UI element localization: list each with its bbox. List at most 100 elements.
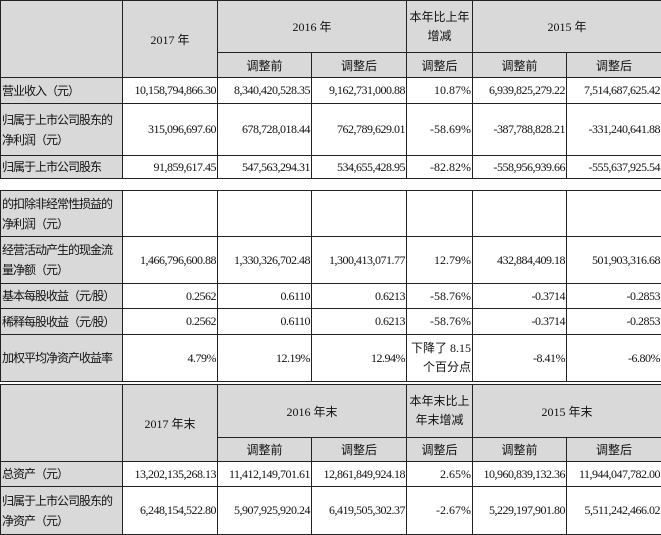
header-2016-before: 调整前 bbox=[218, 438, 312, 462]
row-label: 归属于上市公司股东的净资产（元） bbox=[1, 487, 123, 535]
header-change-end: 本年末比上年末增减 bbox=[407, 385, 473, 438]
value-cell bbox=[567, 191, 661, 237]
value-cell: 12.19% bbox=[218, 335, 312, 382]
value-cell: -2.67% bbox=[407, 487, 473, 535]
value-cell: 432,884,409.18 bbox=[473, 237, 567, 284]
value-cell: 1,300,413,071.77 bbox=[312, 237, 407, 284]
value-cell: 7,514,687,625.42 bbox=[567, 78, 661, 104]
header-2016: 2016 年 bbox=[218, 1, 407, 53]
header-2015: 2015 年 bbox=[473, 1, 661, 53]
value-cell: 12,861,849,924.18 bbox=[312, 462, 407, 487]
header-2017-end: 2017 年末 bbox=[123, 385, 218, 462]
value-cell: 13,202,135,268.13 bbox=[123, 462, 218, 487]
header-change: 本年比上年增减 bbox=[407, 1, 473, 53]
value-cell: 534,655,428.95 bbox=[312, 156, 407, 179]
value-cell: 678,728,018.44 bbox=[218, 104, 312, 156]
value-cell: 8,340,420,528.35 bbox=[218, 78, 312, 104]
value-cell: 5,511,242,466.02 bbox=[567, 487, 661, 535]
row-label: 经营活动产生的现金流量净额（元） bbox=[1, 237, 123, 284]
value-cell: 10.87% bbox=[407, 78, 473, 104]
value-cell: 5,229,197,901.80 bbox=[473, 487, 567, 535]
value-cell: -331,240,641.88 bbox=[567, 104, 661, 156]
value-cell bbox=[407, 191, 473, 237]
value-cell: 9,162,731,000.88 bbox=[312, 78, 407, 104]
value-cell: -58.69% bbox=[407, 104, 473, 156]
value-cell: 501,903,316.68 bbox=[567, 237, 661, 284]
header-change-after: 调整后 bbox=[407, 438, 473, 462]
value-cell: -6.80% bbox=[567, 335, 661, 382]
header-2016-after: 调整后 bbox=[312, 53, 407, 78]
value-cell: 2.65% bbox=[407, 462, 473, 487]
value-cell: 11,944,047,782.00 bbox=[567, 462, 661, 487]
value-cell: 1,330,326,702.48 bbox=[218, 237, 312, 284]
value-cell: -0.2853 bbox=[567, 284, 661, 309]
value-cell: -58.76% bbox=[407, 309, 473, 335]
header-2015-after: 调整后 bbox=[567, 438, 661, 462]
value-cell: 762,789,629.01 bbox=[312, 104, 407, 156]
header-blank bbox=[1, 385, 123, 462]
value-cell: -82.82% bbox=[407, 156, 473, 179]
value-cell: 0.6213 bbox=[312, 284, 407, 309]
value-cell: 6,248,154,522.80 bbox=[123, 487, 218, 535]
header-2017: 2017 年 bbox=[123, 1, 218, 78]
value-cell: -8.41% bbox=[473, 335, 567, 382]
financial-table-2: 的扣除非经常性损益的净利润（元）经营活动产生的现金流量净额（元）1,466,79… bbox=[0, 190, 661, 382]
value-cell: 12.94% bbox=[312, 335, 407, 382]
value-cell: 12.79% bbox=[407, 237, 473, 284]
header-2016-after: 调整后 bbox=[312, 438, 407, 462]
value-cell: 91,859,617.45 bbox=[123, 156, 218, 179]
value-cell: 10,960,839,132.36 bbox=[473, 462, 567, 487]
header-2015-end: 2015 年末 bbox=[473, 385, 661, 438]
value-cell: 0.6110 bbox=[218, 284, 312, 309]
value-cell: 0.6110 bbox=[218, 309, 312, 335]
row-label: 归属于上市公司股东 bbox=[1, 156, 123, 179]
value-cell: 4.79% bbox=[123, 335, 218, 382]
header-2015-before: 调整前 bbox=[473, 53, 567, 78]
value-cell: -58.76% bbox=[407, 284, 473, 309]
value-cell: 6,419,505,302.37 bbox=[312, 487, 407, 535]
value-cell: -555,637,925.54 bbox=[567, 156, 661, 179]
value-cell: 5,907,925,920.24 bbox=[218, 487, 312, 535]
value-cell: 下降了 8.15 个百分点 bbox=[407, 335, 473, 382]
header-change-after: 调整后 bbox=[407, 53, 473, 78]
row-label: 总资产（元） bbox=[1, 462, 123, 487]
value-cell bbox=[473, 191, 567, 237]
value-cell: -0.3714 bbox=[473, 309, 567, 335]
value-cell: 1,466,796,600.88 bbox=[123, 237, 218, 284]
financial-table-1: 2017 年 2016 年 本年比上年增减 2015 年 调整前 调整后 调整后… bbox=[0, 0, 661, 179]
value-cell: 11,412,149,701.61 bbox=[218, 462, 312, 487]
value-cell: 6,939,825,279.22 bbox=[473, 78, 567, 104]
value-cell: 0.6213 bbox=[312, 309, 407, 335]
financial-table-3: 2017 年末 2016 年末 本年末比上年末增减 2015 年末 调整前 调整… bbox=[0, 384, 661, 535]
value-cell: 10,158,794,866.30 bbox=[123, 78, 218, 104]
header-2016-end: 2016 年末 bbox=[218, 385, 407, 438]
value-cell: -0.3714 bbox=[473, 284, 567, 309]
header-2015-after: 调整后 bbox=[567, 53, 661, 78]
value-cell bbox=[312, 191, 407, 237]
value-cell bbox=[123, 191, 218, 237]
row-label: 加权平均净资产收益率 bbox=[1, 335, 123, 382]
value-cell: 547,563,294.31 bbox=[218, 156, 312, 179]
row-label: 稀释每股收益（元/股） bbox=[1, 309, 123, 335]
value-cell: -387,788,828.21 bbox=[473, 104, 567, 156]
header-2016-before: 调整前 bbox=[218, 53, 312, 78]
value-cell: -0.2853 bbox=[567, 309, 661, 335]
header-2015-before: 调整前 bbox=[473, 438, 567, 462]
value-cell: -558,956,939.66 bbox=[473, 156, 567, 179]
value-cell: 0.2562 bbox=[123, 284, 218, 309]
row-label: 营业收入（元） bbox=[1, 78, 123, 104]
value-cell: 0.2562 bbox=[123, 309, 218, 335]
row-label: 基本每股收益（元/股） bbox=[1, 284, 123, 309]
table-row: 的扣除非经常性损益的净利润（元） bbox=[1, 191, 661, 237]
value-cell bbox=[218, 191, 312, 237]
value-cell: 315,096,697.60 bbox=[123, 104, 218, 156]
